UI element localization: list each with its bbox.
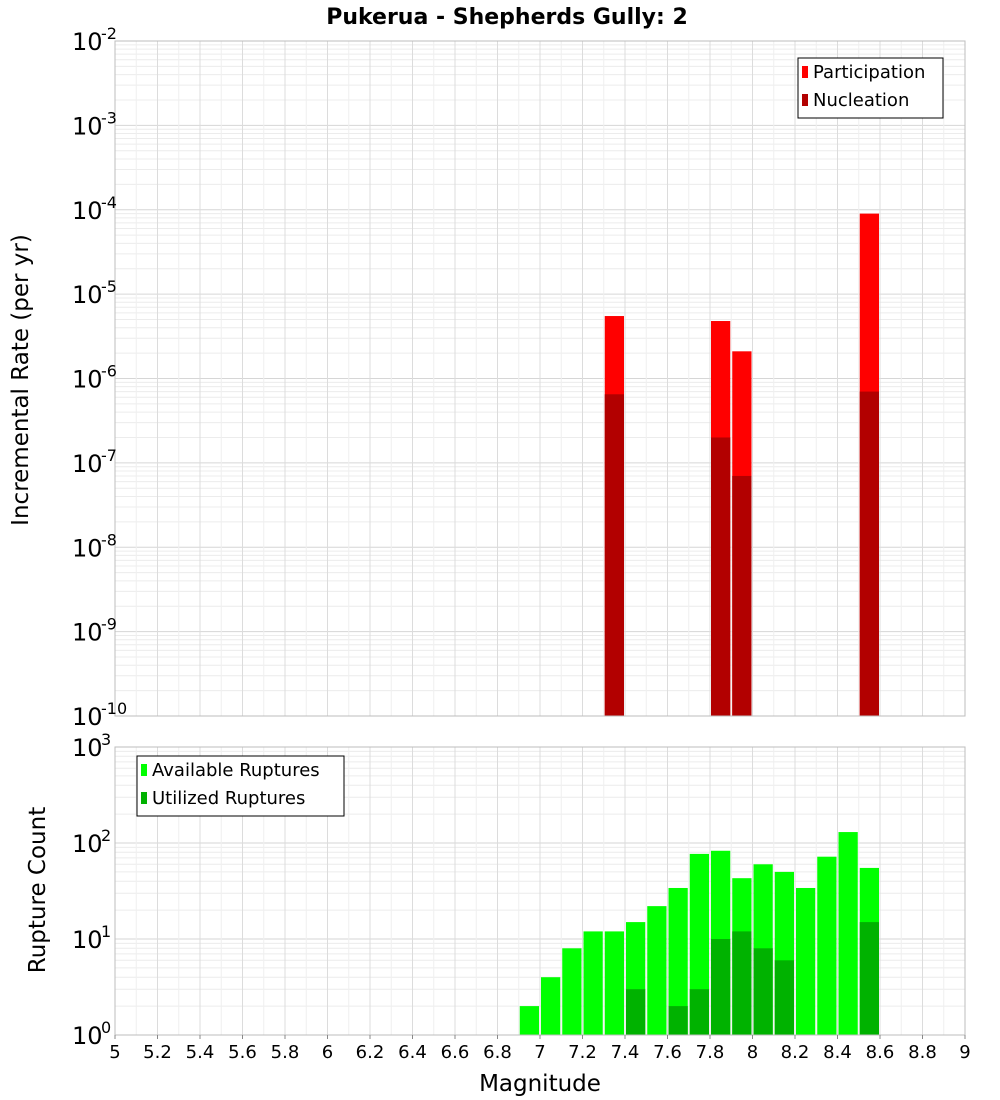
rate-panel: 10-1010-910-810-710-610-510-410-310-2Par…: [72, 24, 966, 731]
legend-box: [797, 57, 944, 119]
legend-swatch: [802, 66, 808, 78]
x-tick-label: 8.2: [781, 1042, 810, 1063]
x-tick-label: 5.2: [143, 1042, 172, 1063]
y-tick-label: 10: [72, 281, 103, 309]
x-tick-label: 6.6: [441, 1042, 470, 1063]
utilized-ruptures-bar: [626, 989, 646, 1035]
x-tick-label: 7.6: [653, 1042, 682, 1063]
x-tick-label: 6.8: [483, 1042, 512, 1063]
utilized-ruptures-bar: [859, 922, 879, 1035]
nucleation-bar: [732, 475, 752, 716]
available-ruptures-bar: [838, 832, 858, 1035]
utilized-ruptures-bar: [774, 960, 794, 1035]
available-ruptures-bar: [796, 887, 816, 1035]
x-tick-label: 7.2: [568, 1042, 597, 1063]
magnitude-x-axis-label: Magnitude: [479, 1071, 601, 1097]
x-tick-label: 5: [109, 1042, 120, 1063]
y-tick-exponent: -5: [101, 277, 117, 296]
y-tick-exponent: -9: [101, 615, 117, 634]
utilized-ruptures-bar: [668, 1006, 688, 1035]
utilized-ruptures-bar: [753, 948, 773, 1035]
x-tick-label: 5.6: [228, 1042, 257, 1063]
chart-title: Pukerua - Shepherds Gully: 2: [326, 5, 688, 30]
legend-swatch: [141, 764, 147, 776]
legend-label: Available Ruptures: [152, 760, 320, 781]
plot-frame: [114, 40, 966, 717]
x-tick-label: 6.2: [356, 1042, 385, 1063]
available-ruptures-bar: [583, 931, 603, 1035]
nucleation-bar: [711, 437, 731, 716]
x-tick-label: 8: [747, 1042, 758, 1063]
legend-label: Nucleation: [813, 90, 909, 111]
y-tick-exponent: 0: [101, 1018, 111, 1037]
x-tick-label: 5.4: [186, 1042, 215, 1063]
y-tick-label: 10: [72, 366, 103, 394]
available-ruptures-bar: [562, 948, 582, 1035]
legend-label: Participation: [813, 62, 925, 83]
utilized-ruptures-bar: [732, 931, 752, 1035]
nucleation-bar: [859, 391, 879, 716]
count-y-axis-label: Rupture Count: [25, 807, 51, 973]
x-tick-label: 5.8: [271, 1042, 300, 1063]
legend-box: [136, 755, 345, 817]
rate-y-axis-label: Incremental Rate (per yr): [8, 234, 34, 526]
available-ruptures-bar: [668, 887, 688, 1035]
y-tick-exponent: -10: [101, 699, 127, 718]
y-tick-label: 10: [72, 619, 103, 647]
x-tick-label: 7.8: [696, 1042, 725, 1063]
x-tick-label: 7.4: [611, 1042, 640, 1063]
utilized-ruptures-bar: [711, 939, 731, 1035]
x-tick-label: 8.8: [908, 1042, 937, 1063]
y-tick-exponent: -8: [101, 530, 117, 549]
available-ruptures-bar: [519, 1006, 539, 1035]
y-tick-exponent: -7: [101, 446, 117, 465]
y-tick-label: 10: [72, 534, 103, 562]
legend-swatch: [802, 94, 808, 106]
utilized-ruptures-bar: [689, 989, 709, 1035]
available-ruptures-bar: [541, 977, 561, 1035]
y-tick-exponent: 1: [101, 922, 111, 941]
y-tick-exponent: -6: [101, 362, 117, 381]
y-tick-exponent: -3: [101, 108, 117, 127]
x-tick-label: 8.4: [823, 1042, 852, 1063]
legend-label: Utilized Ruptures: [152, 788, 305, 809]
x-tick-label: 9: [959, 1042, 970, 1063]
x-tick-label: 6: [322, 1042, 333, 1063]
y-tick-label: 10: [72, 926, 103, 954]
y-tick-label: 10: [72, 830, 103, 858]
available-ruptures-bar: [817, 856, 837, 1035]
y-tick-label: 10: [72, 112, 103, 140]
y-tick-label: 10: [72, 28, 103, 56]
y-tick-label: 10: [72, 734, 103, 762]
y-tick-exponent: -2: [101, 24, 117, 43]
y-tick-label: 10: [72, 197, 103, 225]
y-tick-label: 10: [72, 1022, 103, 1050]
y-tick-label: 10: [72, 703, 103, 731]
x-tick-label: 6.4: [398, 1042, 427, 1063]
nucleation-bar: [604, 394, 624, 716]
y-tick-exponent: 2: [101, 826, 111, 845]
y-tick-exponent: 3: [101, 730, 111, 749]
y-tick-exponent: -4: [101, 193, 117, 212]
x-tick-label: 7: [534, 1042, 545, 1063]
x-tick-label: 8.6: [866, 1042, 895, 1063]
available-ruptures-bar: [647, 906, 667, 1035]
available-ruptures-bar: [604, 931, 624, 1035]
legend-swatch: [141, 792, 147, 804]
y-tick-label: 10: [72, 450, 103, 478]
